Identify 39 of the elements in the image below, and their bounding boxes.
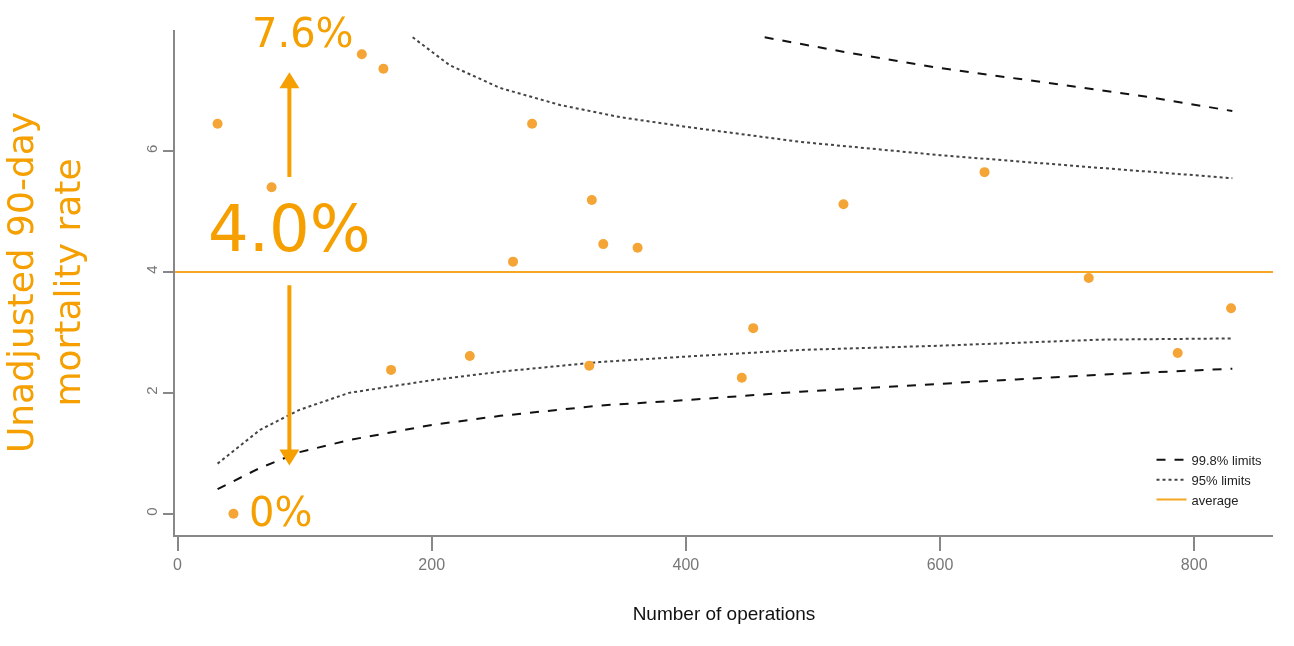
point [508, 256, 519, 267]
x-tick-label: 800 [1180, 556, 1208, 574]
x-axis-title: Number of operations [632, 602, 816, 624]
point [1226, 303, 1237, 314]
point [748, 323, 759, 334]
line-series [763, 36, 1234, 113]
point [1172, 347, 1183, 358]
point [527, 118, 538, 129]
point [632, 242, 643, 253]
annotation: 4.0% [208, 192, 371, 266]
point [584, 360, 595, 371]
annotation: 0% [249, 489, 313, 535]
point [228, 508, 239, 519]
point [736, 372, 747, 383]
point [386, 364, 397, 375]
y-axis-title: Unadjusted 90-day mortality rate [0, 111, 88, 454]
y-tick-label: 2 [143, 386, 160, 395]
point [1083, 272, 1094, 283]
point [838, 199, 849, 210]
point [979, 167, 990, 178]
legend-label: average [1191, 492, 1239, 508]
x-tick-label: 600 [926, 556, 954, 574]
legend-label: 99.8% limits [1191, 452, 1263, 468]
x-tick-label: 200 [418, 556, 446, 574]
annotation: 7.6% [252, 10, 354, 56]
x-tick-label: 0 [173, 556, 183, 574]
y-tick-label: 6 [143, 144, 160, 153]
point [464, 350, 475, 361]
point [266, 182, 277, 193]
legend-label: 95% limits [1191, 472, 1252, 488]
line-series [216, 337, 1234, 465]
y-tick-label: 0 [143, 507, 160, 516]
x-tick-label: 400 [672, 556, 700, 574]
point [356, 49, 367, 60]
point [212, 118, 223, 129]
point [598, 239, 609, 250]
point [586, 194, 597, 205]
point [378, 63, 389, 74]
y-tick-label: 4 [143, 265, 160, 274]
